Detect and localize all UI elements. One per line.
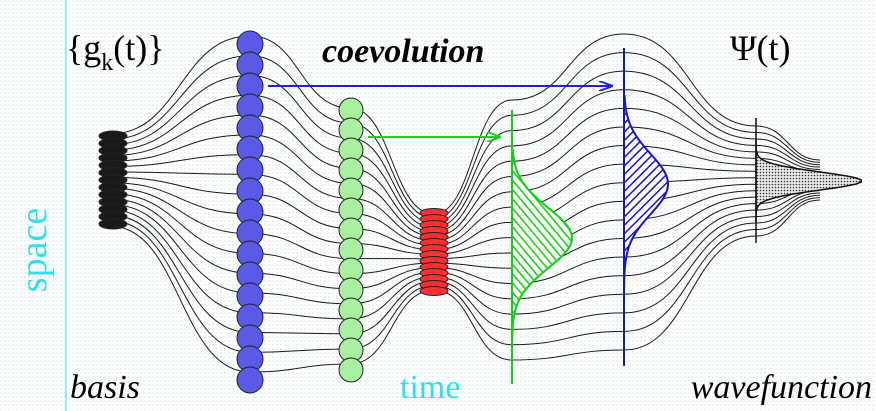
basis-function-ellipse: [419, 286, 449, 296]
blue-basis-stack: [236, 30, 264, 394]
coevolution-label: coevolution: [322, 33, 484, 70]
basis-label: basis: [70, 369, 140, 406]
final-wavefunction: [755, 118, 863, 243]
wavefunction-label: wavefunction: [691, 369, 872, 406]
red-basis-stack: [419, 208, 449, 296]
green-wavefunction-slice: [511, 110, 574, 384]
basis-function-ellipse: [338, 357, 364, 383]
space-axis-label: space: [13, 208, 55, 292]
basis-stack: [98, 130, 128, 230]
green-basis-stack: [338, 97, 364, 383]
basis-set-label: {gk(t)}: [66, 28, 165, 76]
basis-function-ellipse: [98, 218, 128, 230]
time-axis-label: time: [400, 369, 460, 406]
basis-function-ellipse: [236, 366, 264, 394]
blue-wavefunction-slice: [623, 48, 670, 366]
psi-label: Ψ(t): [730, 28, 791, 68]
